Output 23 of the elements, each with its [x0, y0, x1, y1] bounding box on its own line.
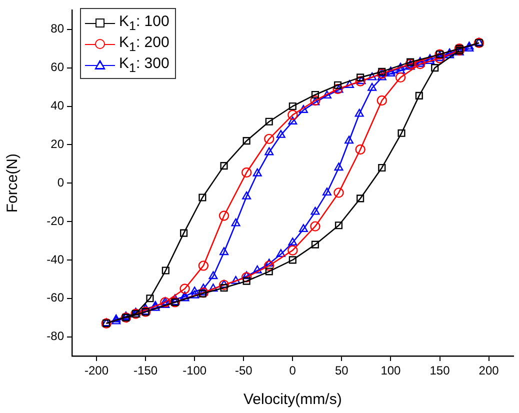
y-tick-label: -60 [46, 290, 64, 305]
x-tick-label: -100 [182, 364, 207, 378]
x-tick-label: 100 [380, 364, 402, 378]
y-tick-label: 20 [50, 136, 64, 151]
x-tick-label: 200 [478, 364, 500, 378]
x-tick-label: -150 [134, 364, 158, 378]
y-tick-label: 0 [57, 175, 64, 190]
x-tick-label: 50 [335, 364, 349, 378]
y-tick-label: -20 [46, 214, 64, 228]
y-axis-title: Force(N) [4, 154, 22, 213]
x-tick-label: -200 [84, 364, 109, 378]
legend-label: K$_{1}$: 200 [119, 34, 170, 54]
x-axis-title: Velocity(mm/s) [243, 391, 342, 408]
y-tick-label: 60 [50, 60, 64, 74]
x-tick-label: -50 [234, 364, 253, 378]
y-tick-label: 80 [50, 22, 64, 36]
x-tick-label: 0 [289, 364, 296, 378]
x-tick-label: 150 [430, 364, 450, 378]
legend-label: K$_{1}$: 300 [119, 54, 170, 74]
legend-label: K$_{1}$: 100 [119, 12, 170, 32]
y-tick-label: 40 [50, 98, 64, 113]
y-tick-label: -80 [46, 329, 64, 344]
y-tick-label: -40 [46, 252, 64, 266]
